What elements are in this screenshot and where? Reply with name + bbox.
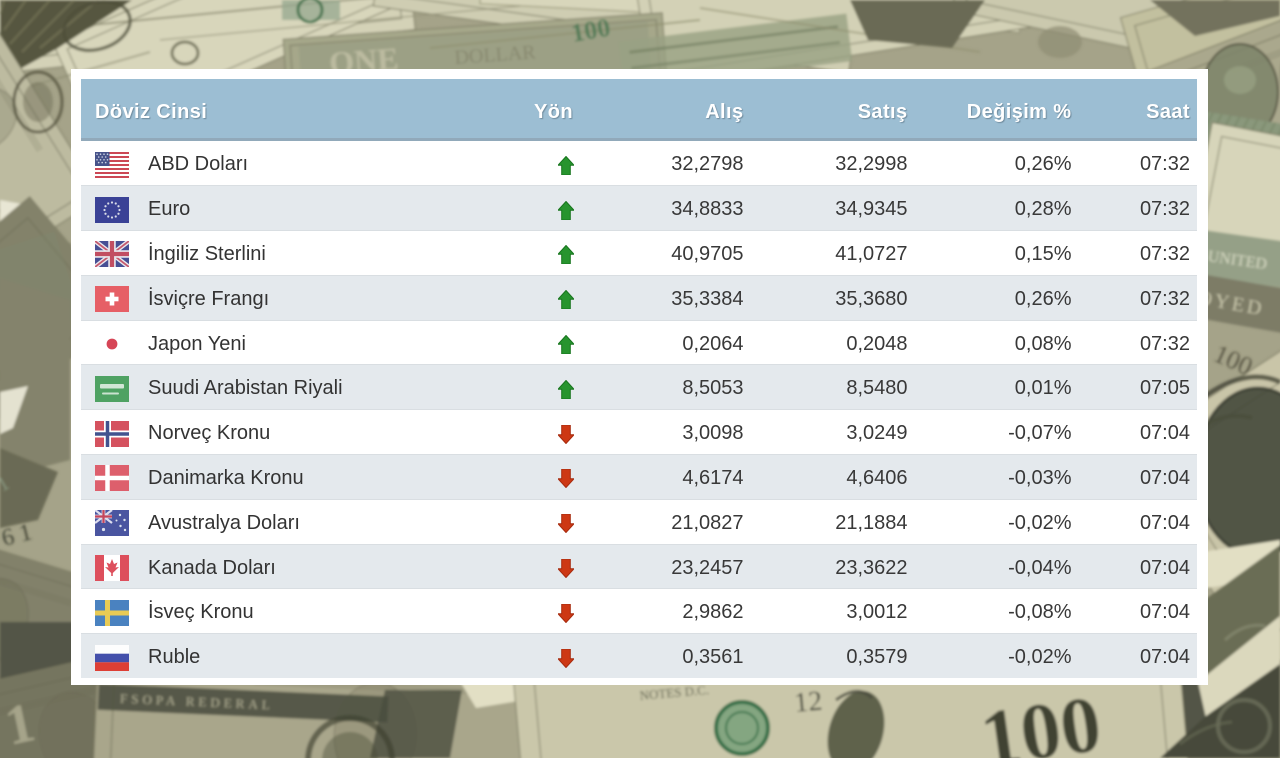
svg-text:NOTES D.C.: NOTES D.C. <box>639 682 710 703</box>
svg-text:12: 12 <box>793 686 824 719</box>
svg-text:FSOPA REDERAL: FSOPA REDERAL <box>120 691 274 713</box>
svg-text:100: 100 <box>569 13 612 48</box>
svg-text:100: 100 <box>975 680 1106 758</box>
